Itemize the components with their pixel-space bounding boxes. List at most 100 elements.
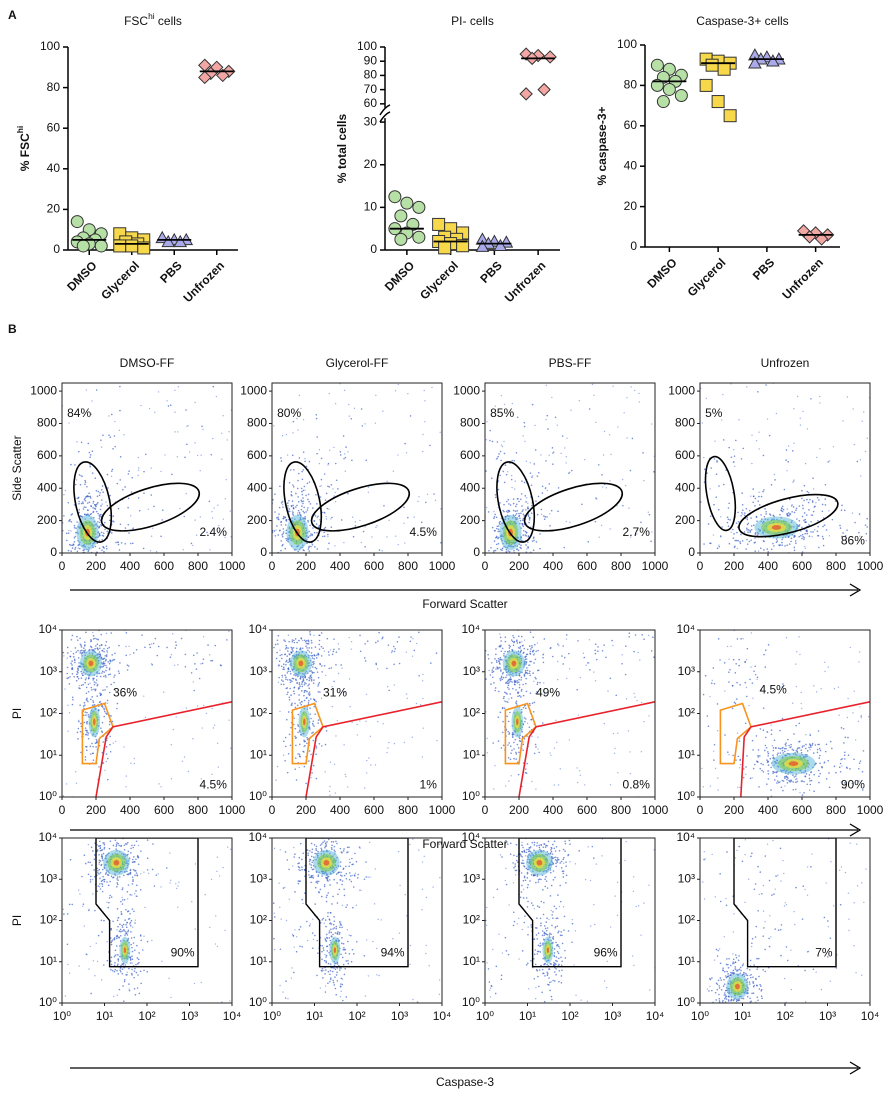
- event-dot: [728, 446, 731, 449]
- event-dot: [297, 501, 300, 503]
- event-dot: [313, 634, 315, 637]
- event-dot: [603, 722, 605, 725]
- event-dot: [532, 653, 535, 656]
- event-dot: [297, 753, 299, 755]
- event-dot: [769, 757, 772, 760]
- event-dot: [543, 693, 546, 695]
- event-dot: [70, 530, 72, 532]
- event-dot: [565, 520, 567, 523]
- event-dot: [325, 518, 328, 520]
- event-dot: [334, 491, 336, 494]
- event-dot: [819, 395, 821, 398]
- event-dot: [503, 700, 506, 702]
- event-dot: [624, 484, 627, 487]
- dot: [70, 215, 84, 229]
- event-dot: [298, 755, 301, 758]
- event-dot: [762, 454, 765, 457]
- event-dot: [551, 463, 554, 465]
- event-dot: [304, 740, 306, 743]
- event-dot: [301, 470, 303, 473]
- event-dot: [319, 691, 321, 693]
- event-dot: [118, 672, 120, 675]
- event-dot: [316, 578, 318, 580]
- event-dot: [125, 632, 128, 634]
- event-dot: [497, 716, 500, 718]
- event-dot: [92, 502, 94, 504]
- event-dot: [303, 765, 306, 768]
- x-tick-label: 0: [59, 559, 66, 573]
- event-dot: [748, 540, 751, 543]
- event-dot: [96, 683, 99, 686]
- event-dot: [112, 520, 115, 523]
- event-dot: [107, 778, 109, 781]
- event-dot: [731, 707, 734, 710]
- event-dot: [137, 497, 140, 499]
- event-dot: [524, 440, 526, 442]
- event-dot: [364, 660, 367, 662]
- x-tick-label: PBS: [750, 255, 777, 282]
- event-dot: [84, 481, 87, 484]
- event-dot: [773, 473, 776, 476]
- y-tick-label: 60: [47, 120, 61, 134]
- event-dot: [94, 688, 97, 691]
- event-dot: [291, 454, 294, 457]
- event-dot: [801, 489, 803, 492]
- event-dot: [111, 468, 114, 471]
- event-dot: [563, 546, 566, 549]
- event-dot: [119, 409, 121, 412]
- event-dot: [91, 742, 93, 745]
- y-tick-label: 60: [364, 96, 378, 110]
- event-dot: [84, 759, 87, 761]
- event-dot: [737, 786, 739, 789]
- event-dot: [303, 485, 306, 488]
- event-dot: [282, 754, 285, 756]
- event-dot: [337, 672, 340, 675]
- event-dot: [87, 690, 90, 693]
- event-dot: [335, 735, 337, 737]
- event-dot: [220, 664, 222, 667]
- event-dot: [755, 440, 758, 442]
- event-dot: [311, 533, 314, 536]
- event-dot: [300, 703, 303, 706]
- event-dot: [74, 624, 76, 626]
- dot: [537, 82, 551, 97]
- event-dot: [127, 665, 130, 667]
- event-dot: [796, 751, 799, 754]
- event-dot: [98, 494, 101, 497]
- event-dot: [818, 743, 820, 746]
- event-dot: [784, 777, 786, 779]
- event-dot: [856, 460, 859, 463]
- event-dot: [497, 690, 500, 693]
- event-dot: [637, 651, 639, 654]
- event-dot: [310, 642, 313, 644]
- event-dot: [291, 639, 294, 641]
- event-dot: [115, 845, 118, 848]
- event-dot: [696, 483, 698, 485]
- event-dot: [498, 453, 500, 455]
- event-dot: [82, 502, 84, 505]
- event-dot: [71, 696, 74, 699]
- event-dot: [495, 527, 498, 530]
- event-dot: [328, 654, 330, 656]
- event-dot: [752, 697, 754, 699]
- event-dot: [207, 644, 209, 646]
- event-dot: [707, 725, 710, 728]
- event-dot: [341, 667, 343, 669]
- event-dot: [523, 675, 526, 677]
- event-dot: [507, 651, 509, 653]
- event-dot: [750, 632, 753, 634]
- event-dot: [783, 488, 786, 491]
- event-dot: [668, 647, 670, 649]
- event-dot: [103, 710, 106, 713]
- event-dot: [531, 475, 534, 477]
- event-dot: [88, 495, 90, 498]
- event-dot: [425, 501, 427, 504]
- event-dot: [325, 674, 327, 677]
- event-dot: [296, 682, 298, 684]
- event-dot: [505, 510, 508, 513]
- event-dot: [105, 501, 107, 503]
- event-dot: [305, 682, 307, 685]
- event-dot: [633, 389, 636, 392]
- event-dot: [457, 638, 459, 640]
- event-dot: [534, 449, 537, 451]
